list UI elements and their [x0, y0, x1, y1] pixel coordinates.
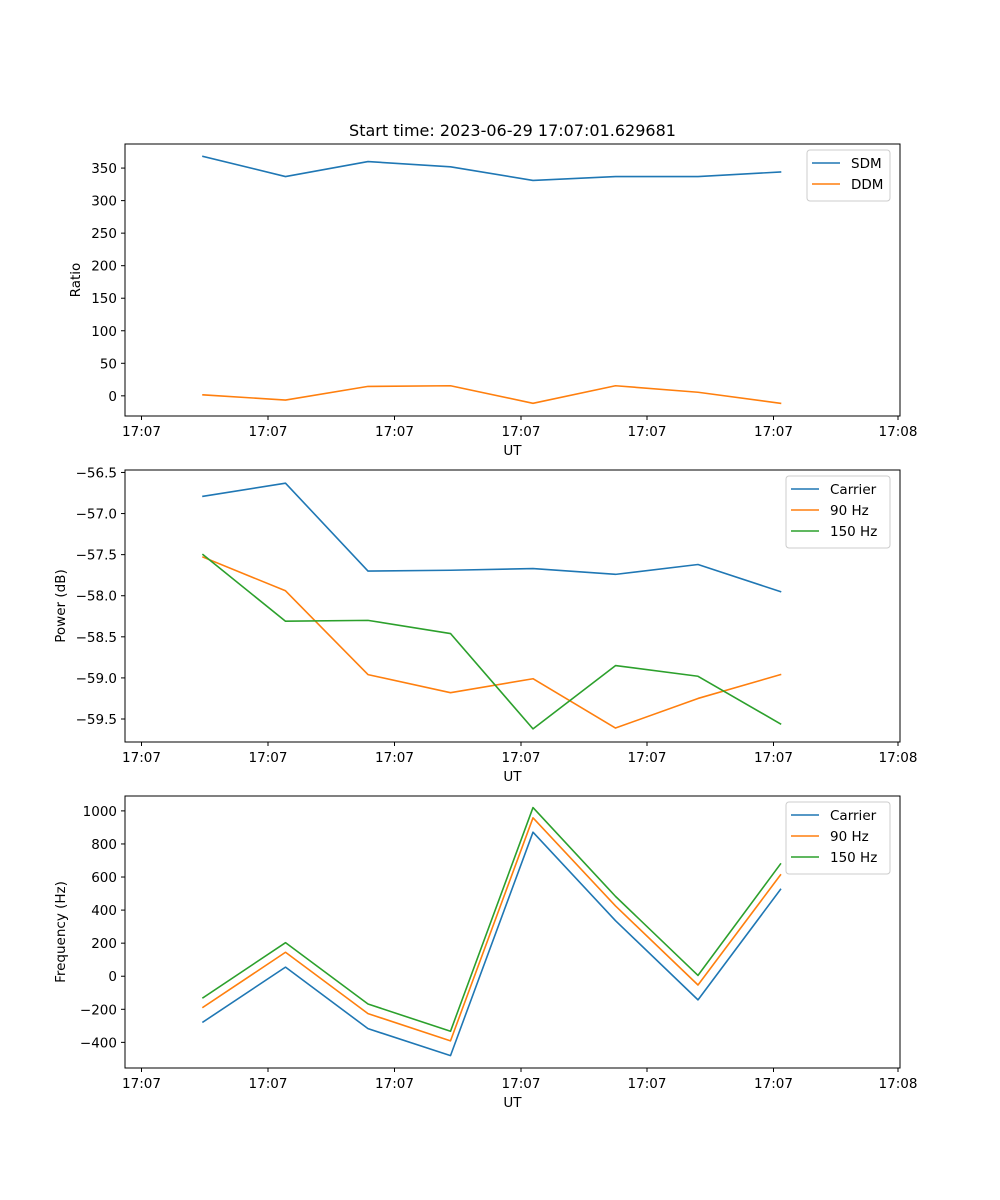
y-tick-label: 400 — [91, 903, 117, 919]
x-tick-label: 17:07 — [754, 750, 793, 766]
x-tick-label: 17:07 — [249, 424, 288, 440]
series-line-ddm — [202, 384, 782, 405]
x-tick-label: 17:08 — [879, 750, 918, 766]
x-tick-label: 17:07 — [502, 1076, 541, 1092]
legend-label: 150 Hz — [830, 850, 877, 866]
axes-frame — [124, 795, 901, 1069]
y-tick-label: 200 — [91, 936, 117, 952]
y-tick-label: 0 — [108, 389, 117, 405]
legend: Carrier 90 Hz 150 Hz — [785, 801, 891, 875]
x-tick-label: 17:07 — [754, 1076, 793, 1092]
x-tick-label: 17:08 — [879, 1076, 918, 1092]
chart-panel-2: 17:07 17:07 17:07 17:07 17:07 17:07 17:08 −56.5… — [53, 465, 917, 785]
y-tick-label: −400 — [80, 1035, 117, 1051]
y-tick-label: −59.5 — [76, 712, 117, 728]
legend: Carrier 90 Hz 150 Hz — [785, 475, 891, 549]
x-axis-label: UT — [503, 443, 522, 459]
legend-label: 90 Hz — [830, 503, 869, 519]
legend-label: 90 Hz — [830, 829, 869, 845]
legend-label: Carrier — [830, 482, 877, 498]
x-tick-label: 17:07 — [375, 1076, 414, 1092]
x-tick-label: 17:07 — [628, 750, 667, 766]
y-tick-label: −200 — [80, 1002, 117, 1018]
series-line-sdm — [202, 155, 782, 182]
legend-box — [785, 475, 891, 549]
y-tick-label: −58.5 — [76, 630, 117, 646]
series-line-150-hz — [201, 806, 782, 1033]
x-tick-label: 17:07 — [375, 750, 414, 766]
series-line-carrier — [201, 831, 782, 1057]
y-tick-label: 800 — [91, 837, 117, 853]
chart-panel-3: 17:07 17:07 17:07 17:07 17:07 17:07 17:08 −400 −… — [53, 795, 918, 1111]
y-tick-label: 200 — [91, 259, 117, 275]
y-tick-label: 1000 — [83, 804, 117, 820]
y-axis-label: Frequency (Hz) — [53, 881, 69, 983]
y-tick-label: −57.5 — [76, 548, 117, 564]
legend: SDM DDM — [806, 149, 891, 202]
y-tick-label: 0 — [108, 969, 117, 985]
x-tick-label: 17:07 — [375, 424, 414, 440]
series-line-150-hz — [201, 553, 782, 730]
series-line-90-hz — [201, 556, 782, 729]
x-tick-label: 17:07 — [122, 750, 161, 766]
y-axis-label: Ratio — [68, 263, 84, 298]
axes-frame — [124, 469, 901, 743]
x-tick-label: 17:07 — [628, 1076, 667, 1092]
x-tick-label: 17:07 — [249, 750, 288, 766]
chart-panel-1: 17:07 17:07 17:07 17:07 17:07 17:07 17:08 0 50 10… — [68, 143, 918, 459]
x-tick-label: 17:07 — [249, 1076, 288, 1092]
x-axis-label: UT — [503, 769, 522, 785]
x-tick-label: 17:07 — [754, 424, 793, 440]
y-axis-label: Power (dB) — [53, 569, 69, 642]
legend-label: DDM — [851, 177, 883, 193]
x-tick-label: 17:07 — [122, 1076, 161, 1092]
x-tick-label: 17:08 — [879, 424, 918, 440]
axes-frame — [124, 143, 901, 417]
y-tick-label: 350 — [91, 161, 117, 177]
x-tick-label: 17:07 — [122, 424, 161, 440]
series-line-90-hz — [201, 817, 782, 1042]
x-tick-label: 17:07 — [502, 424, 541, 440]
x-tick-label: 17:07 — [502, 750, 541, 766]
legend-label: Carrier — [830, 808, 877, 824]
y-tick-label: 300 — [91, 194, 117, 210]
y-tick-label: −58.0 — [76, 589, 117, 605]
legend-label: SDM — [851, 156, 882, 172]
y-tick-label: 250 — [91, 226, 117, 242]
y-tick-label: 150 — [91, 291, 117, 307]
x-axis-label: UT — [503, 1095, 522, 1111]
x-tick-label: 17:07 — [628, 424, 667, 440]
y-tick-label: −59.0 — [76, 671, 117, 687]
y-tick-label: 600 — [91, 870, 117, 886]
y-tick-label: 100 — [91, 324, 117, 340]
legend-label: 150 Hz — [830, 524, 877, 540]
figure-title: Start time: 2023-06-29 17:07:01.629681 — [349, 121, 676, 140]
y-tick-label: 50 — [100, 356, 117, 372]
y-tick-label: −57.0 — [76, 507, 117, 523]
legend-box — [785, 801, 891, 875]
y-tick-label: −56.5 — [76, 465, 117, 481]
series-line-carrier — [202, 482, 782, 593]
